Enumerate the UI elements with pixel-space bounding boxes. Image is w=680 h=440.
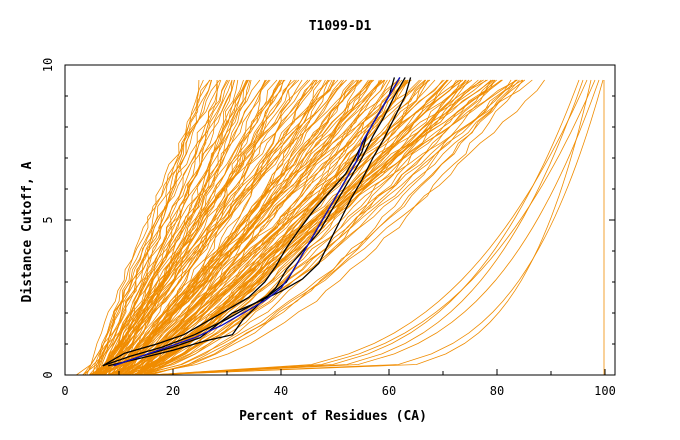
model-curve	[135, 79, 445, 376]
model-curve	[95, 79, 211, 376]
model-curve	[97, 79, 229, 376]
model-curve	[153, 79, 497, 376]
model-curve-outlier	[149, 79, 584, 376]
model-curve	[119, 79, 412, 376]
model-curve	[103, 79, 331, 376]
model-curve	[136, 79, 496, 376]
y-axis-label: Distance Cutoff, A	[20, 161, 35, 302]
model-curve	[118, 79, 347, 376]
model-curve	[88, 79, 235, 376]
x-tick-label: 20	[166, 384, 180, 398]
model-curve-outlier	[149, 79, 604, 376]
model-curve	[98, 79, 286, 376]
x-axis-ticks: 0 20 40 60 80 100	[61, 369, 616, 398]
model-curve	[125, 79, 431, 376]
highlight-curve	[113, 77, 412, 367]
model-curve	[98, 79, 278, 376]
y-tick-label: 5	[41, 216, 55, 223]
model-curve	[86, 79, 213, 376]
model-curve	[98, 79, 271, 376]
model-curve	[91, 79, 249, 376]
model-curve	[99, 79, 233, 376]
model-curve	[126, 79, 484, 376]
chart-title: T1099-D1	[309, 19, 372, 34]
model-curve	[145, 79, 496, 376]
model-curve	[140, 79, 488, 376]
model-curve	[137, 79, 473, 376]
reference-curve	[113, 77, 401, 367]
model-curve-outlier	[149, 79, 588, 376]
model-curve	[101, 79, 316, 376]
model-curve	[126, 79, 422, 376]
model-curve	[138, 79, 482, 376]
model-curve	[92, 79, 210, 376]
model-curve-outlier	[149, 79, 580, 376]
model-curve	[103, 79, 362, 376]
model-curve	[104, 79, 335, 376]
highlight-curve	[108, 77, 406, 367]
model-curve	[144, 79, 494, 376]
x-tick-label: 80	[490, 384, 504, 398]
model-curve	[114, 79, 403, 376]
model-curve-outlier	[149, 79, 592, 376]
highlighted-curves	[102, 77, 412, 367]
model-curve	[95, 79, 261, 376]
model-curve	[142, 79, 524, 376]
model-curve	[150, 79, 545, 376]
model-curve	[107, 79, 318, 376]
model-curve	[106, 79, 311, 376]
model-curves	[76, 79, 605, 376]
model-curve-outlier	[149, 79, 596, 376]
model-curve	[124, 79, 382, 376]
model-curve	[104, 79, 247, 376]
model-curve	[82, 79, 212, 376]
model-curve	[101, 79, 321, 376]
model-curve	[142, 79, 516, 376]
model-curve	[138, 79, 470, 376]
x-axis-label: Percent of Residues (CA)	[239, 409, 427, 424]
model-curve	[124, 79, 343, 376]
x-tick-label: 100	[594, 384, 616, 398]
model-curve	[141, 79, 526, 376]
x-tick-label: 60	[382, 384, 396, 398]
model-curve	[101, 79, 292, 376]
x-tick-label: 40	[274, 384, 288, 398]
y-tick-label: 10	[41, 58, 55, 72]
model-curve-outlier	[149, 79, 600, 376]
model-curve	[137, 79, 518, 376]
y-tick-label: 0	[41, 371, 55, 378]
y-axis-ticks: 0 5 10	[41, 58, 615, 379]
x-tick-label: 0	[61, 384, 68, 398]
model-curve	[92, 79, 200, 376]
model-curve	[144, 79, 517, 376]
model-curve	[122, 79, 464, 376]
model-curve	[119, 79, 375, 376]
